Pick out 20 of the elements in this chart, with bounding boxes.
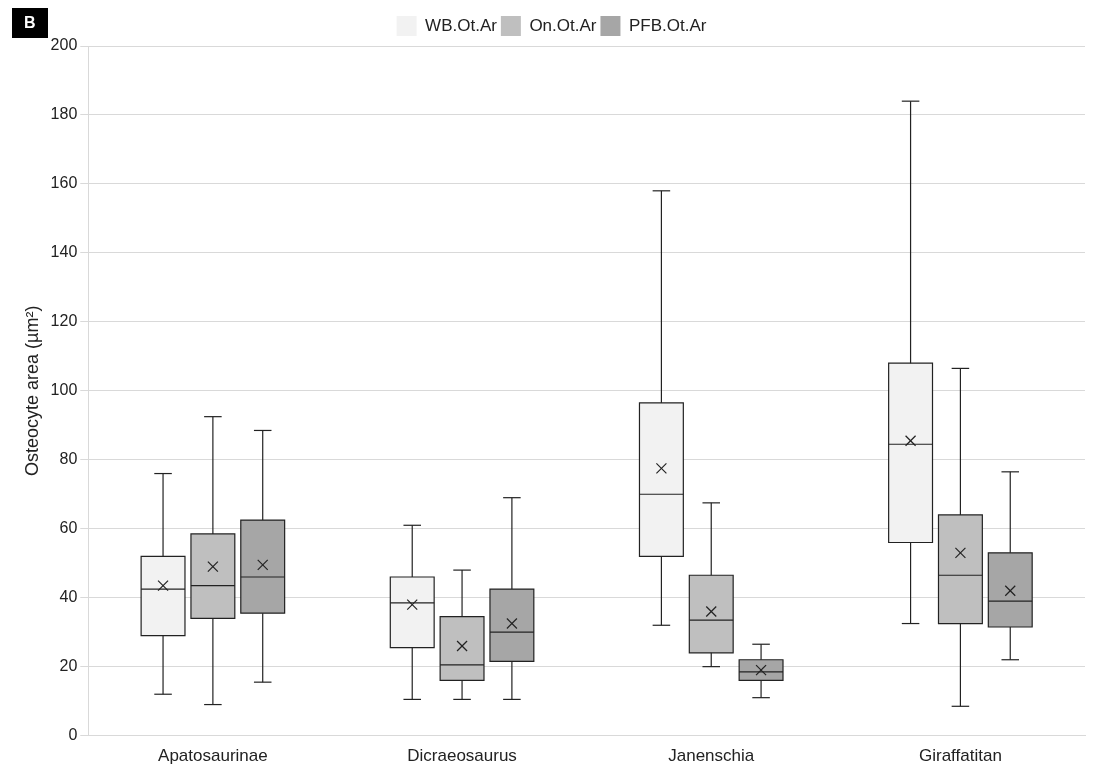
y-tick-label: 180 — [50, 105, 78, 123]
y-tick-label: 200 — [50, 36, 78, 54]
y-tick-label: 140 — [50, 243, 78, 261]
y-axis-title: Osteocyte area (µm²) — [21, 305, 42, 477]
y-tick-label: 120 — [50, 312, 78, 330]
x-tick-label: Apatosaurinae — [158, 746, 268, 766]
y-tick-label: 100 — [50, 381, 78, 399]
y-tick-label: 0 — [68, 726, 78, 744]
x-tick-label: Giraffatitan — [918, 746, 1002, 766]
y-tick-label: 20 — [59, 657, 78, 675]
y-tick-label: 40 — [59, 588, 78, 606]
legend-label: PFB.Ot.Ar — [628, 15, 707, 35]
y-tick-label: 160 — [50, 174, 78, 192]
legend-label: WB.Ot.Ar — [425, 15, 498, 35]
y-tick-label: 60 — [59, 519, 78, 537]
x-tick-label: Janenschia — [668, 746, 755, 766]
legend-label: On.Ot.Ar — [529, 15, 597, 35]
y-tick-label: 80 — [59, 450, 78, 468]
text: B — [12, 8, 48, 38]
x-tick-label: Dicraeosaurus — [407, 746, 517, 766]
